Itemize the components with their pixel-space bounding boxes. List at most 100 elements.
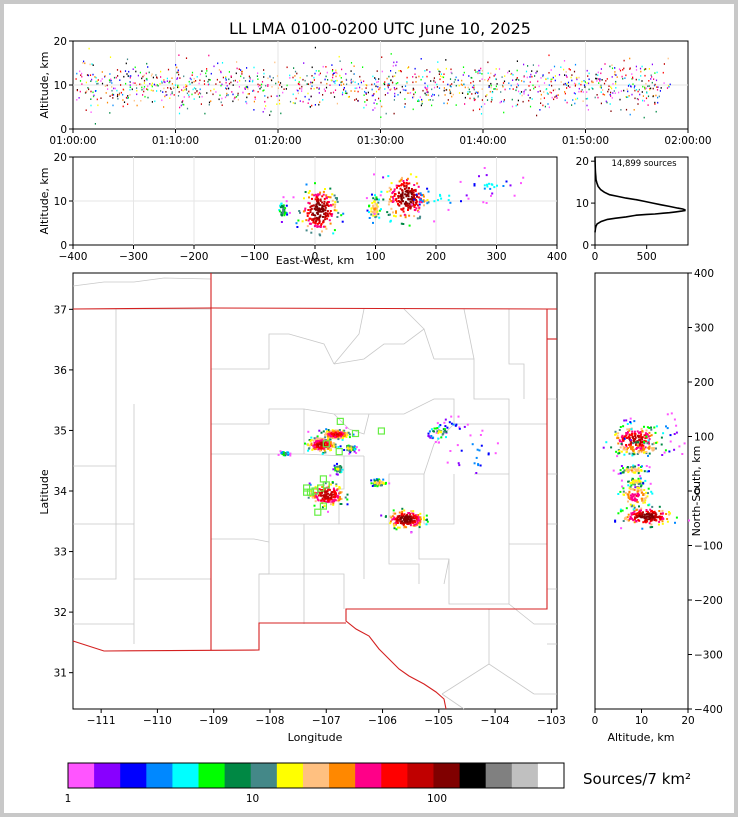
source-mark — [623, 453, 626, 456]
source-mark — [374, 484, 376, 487]
source-mark — [308, 447, 311, 450]
source-mark — [401, 85, 403, 88]
source-mark — [366, 99, 368, 101]
source-mark — [445, 436, 447, 439]
source-mark — [627, 447, 629, 450]
source-mark — [401, 208, 404, 211]
source-mark — [336, 488, 339, 491]
source-mark — [374, 194, 376, 197]
source-mark — [688, 519, 690, 522]
source-mark — [292, 196, 295, 199]
source-mark — [195, 88, 197, 90]
source-mark — [663, 451, 666, 454]
source-mark — [634, 97, 636, 100]
source-mark — [627, 471, 630, 474]
source-mark — [661, 520, 664, 523]
source-mark — [329, 84, 331, 86]
colorbar-label: Sources/7 km² — [583, 770, 691, 788]
source-mark — [329, 210, 332, 212]
source-mark — [499, 101, 501, 104]
source-mark — [648, 514, 651, 517]
source-mark — [440, 73, 442, 75]
source-mark — [634, 436, 637, 439]
source-mark — [210, 89, 212, 92]
plan-view-xtick-label: −104 — [481, 715, 510, 727]
source-mark — [336, 494, 339, 497]
ew-height-ytick-label: 20 — [54, 152, 67, 164]
source-mark — [312, 204, 315, 207]
source-mark — [311, 448, 314, 451]
source-mark — [647, 446, 650, 449]
source-mark — [415, 81, 417, 83]
source-mark — [332, 500, 335, 503]
source-mark — [322, 215, 324, 218]
source-mark — [264, 95, 266, 97]
source-mark — [338, 487, 341, 490]
source-mark — [332, 503, 335, 506]
histogram-ytick-label: 10 — [576, 198, 589, 210]
county-line — [508, 309, 525, 399]
colorbar-cell — [329, 763, 356, 788]
source-mark — [456, 444, 459, 447]
source-mark — [221, 83, 223, 86]
nldn-marker — [319, 502, 327, 510]
source-mark — [350, 79, 352, 82]
source-mark — [478, 449, 481, 452]
source-mark — [481, 69, 483, 72]
source-mark — [235, 72, 237, 75]
source-mark — [580, 90, 582, 93]
source-mark — [321, 195, 324, 198]
source-mark — [636, 492, 639, 495]
source-mark — [639, 444, 642, 447]
source-mark — [134, 82, 136, 84]
source-mark — [328, 219, 331, 222]
source-mark — [171, 83, 173, 85]
source-mark — [493, 75, 495, 77]
source-mark — [468, 75, 470, 77]
source-mark — [320, 224, 322, 227]
source-mark — [377, 201, 380, 204]
source-mark — [332, 430, 335, 433]
source-mark — [378, 97, 380, 100]
source-mark — [372, 210, 375, 213]
source-mark — [282, 204, 285, 207]
source-mark — [647, 513, 650, 516]
source-mark — [333, 489, 336, 492]
source-mark — [419, 193, 422, 196]
source-mark — [281, 451, 284, 454]
source-mark — [368, 205, 370, 208]
source-mark — [673, 433, 676, 435]
source-mark — [639, 435, 642, 438]
source-mark — [653, 426, 656, 429]
source-mark — [621, 485, 624, 488]
source-mark — [218, 69, 220, 71]
source-mark — [413, 519, 416, 522]
source-mark — [335, 209, 338, 212]
source-mark — [423, 518, 426, 521]
source-mark — [571, 104, 573, 106]
source-mark — [247, 86, 249, 89]
ns-height-ylabel: North-South, km — [690, 446, 703, 537]
source-mark — [624, 517, 627, 520]
source-mark — [426, 199, 429, 201]
source-mark — [630, 513, 633, 516]
source-mark — [417, 185, 420, 188]
source-mark — [404, 201, 407, 204]
source-mark — [94, 123, 96, 125]
source-mark — [612, 92, 614, 94]
source-mark — [400, 202, 403, 205]
source-mark — [638, 487, 640, 490]
source-mark — [294, 102, 296, 105]
source-mark — [431, 95, 433, 97]
source-mark — [643, 515, 645, 518]
source-mark — [326, 201, 329, 204]
plan-view-ylabel: Latitude — [38, 469, 51, 515]
source-mark — [329, 213, 332, 216]
source-mark — [322, 221, 325, 223]
source-mark — [467, 197, 470, 200]
source-mark — [508, 82, 510, 84]
county-line — [369, 398, 455, 424]
ew-height-ytick-label: 0 — [60, 240, 67, 252]
source-mark — [330, 92, 332, 94]
source-mark — [675, 424, 678, 427]
